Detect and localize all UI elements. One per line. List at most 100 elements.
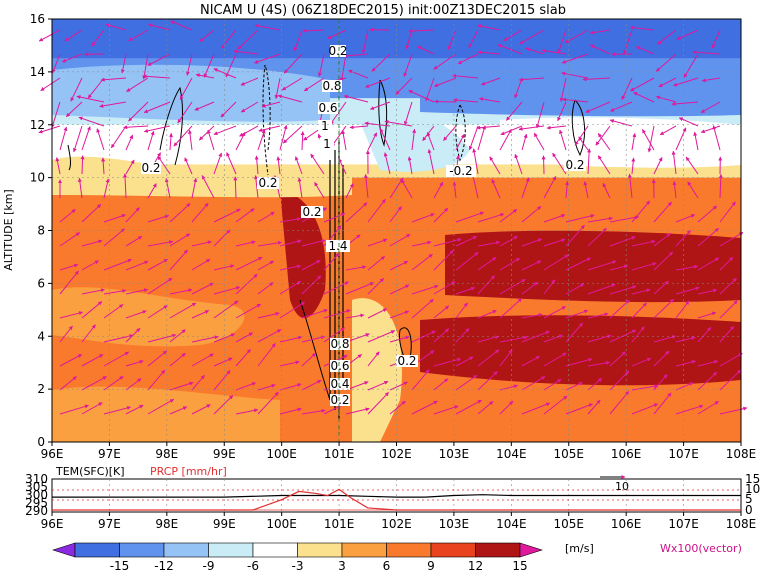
wind-vector [425,77,435,102]
wind-vector [499,128,512,151]
y-tick-right: 10 [745,482,760,496]
wind-vector [81,301,103,319]
wind-vector [499,298,523,319]
wind-vector [81,376,107,391]
wind-vector [258,125,281,132]
wind-vector [647,125,655,153]
wind-vector [587,227,607,247]
contour-label: 0.2 [565,158,584,172]
wind-vector [261,101,281,108]
wind-vector [678,117,699,127]
wind-vector [499,400,514,415]
wind-vector [123,125,149,130]
wind-vector [433,181,444,199]
wind-vector [403,101,413,126]
wind-vector [389,335,410,343]
wind-vector [213,370,231,391]
wind-vector [103,178,110,199]
x-tick-label: 107E [668,447,699,461]
wind-vector [143,101,171,114]
wind-vector [169,203,191,223]
contour-label-bg [318,120,332,132]
contours [67,64,586,420]
wind-vector [343,94,369,103]
wind-vector [361,29,369,54]
x-tick-label: 101E [324,447,355,461]
wind-vector [329,101,347,125]
wind-vector [433,378,449,391]
subplot-x-tick-label: 101E [324,517,355,531]
wind-vector [235,332,254,343]
wind-vector [125,360,144,367]
wind-vector [233,176,238,199]
wind-vector [147,398,175,415]
wind-vector [489,156,501,175]
wind-vector [521,402,551,415]
wind-vector [125,134,134,151]
wind-vector [147,130,155,151]
wind-vector [631,288,651,295]
wind-vector [578,136,589,151]
x-tick-label: 98E [155,447,178,461]
wind-vector [147,214,170,223]
wind-vector [76,95,105,103]
wind-vector [433,249,454,271]
y-tick-right: 5 [745,492,753,506]
temperature-label: TEM(SFC)[K] [55,465,125,478]
wind-vector [407,156,413,175]
wind-vector [254,23,281,31]
wind-vector [184,157,193,175]
wind-vector [65,101,83,118]
wind-vector [417,45,435,55]
contour-label: 0.2 [141,161,160,175]
wind-vector [443,125,457,141]
wind-vector [169,233,191,247]
wind-vector [303,77,325,92]
y-tick-left: 290 [25,504,48,518]
wind-vector [169,302,197,319]
wind-vector [476,125,501,130]
wind-vector [213,125,237,136]
wind-vector [345,202,368,223]
wind-vector [427,148,435,175]
wind-vector [179,77,193,100]
wind-vector [701,77,721,83]
wind-vector [277,94,303,103]
wind-vector [367,392,389,415]
wind-vector [281,77,303,91]
wind-vector [499,208,518,223]
wind-vector [369,101,391,110]
wind-vector [583,181,589,199]
wind-vector [718,173,723,199]
wind-vector [693,131,699,151]
contour-label: 0.8 [322,79,341,93]
wind-vector [521,206,542,223]
wind-vector [653,157,663,175]
contour-label-bg [322,80,342,92]
chart-title: NICAM U (4S) (06Z18DEC2015) init:00Z13DE… [200,3,566,18]
updraft-contours [329,140,344,420]
wind-vector [565,180,570,199]
wind-vector [323,212,346,223]
wind-vector [543,254,569,271]
wind-vector [719,201,736,223]
wind-vector [276,156,281,175]
x-tick-label: 103E [439,447,470,461]
wind-vector [565,403,593,415]
wind-vector [631,200,651,223]
colorbar-tick-label: -15 [110,559,130,573]
wind-vector [697,257,720,271]
wind-vector [389,206,402,223]
wind-vector [546,125,567,130]
wind-vector [521,281,539,295]
wind-vector [125,207,140,223]
wind-vector [574,125,589,146]
wind-vector [367,380,389,391]
wind-vector [279,407,302,415]
wind-blobs [52,64,741,442]
wind-vector [279,217,302,223]
colorbar-cell [163,542,209,558]
wind-vector [609,264,629,271]
contour-label: 0.4 [330,377,349,391]
y-tick-label: 8 [37,224,45,238]
